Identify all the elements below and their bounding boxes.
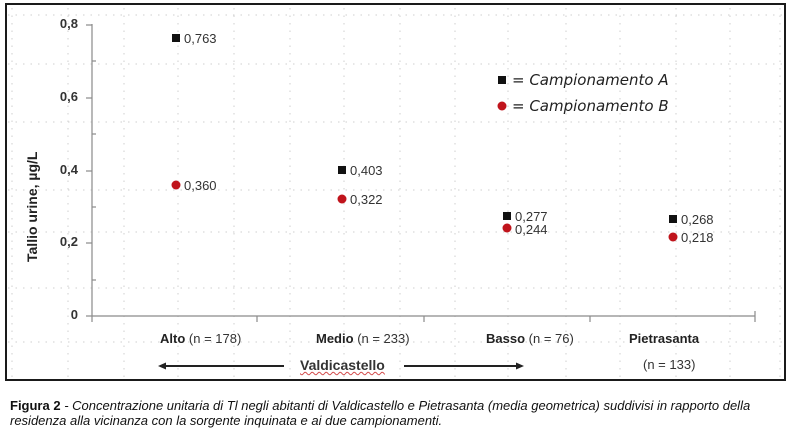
group-label-valdicastello: Valdicastello <box>300 357 385 373</box>
point-a-pietrasanta <box>669 215 677 223</box>
point-b-pietrasanta <box>668 232 678 242</box>
category-basso: Basso (n = 76) <box>486 331 574 346</box>
point-a-medio <box>338 166 346 174</box>
point-a-basso <box>503 212 511 220</box>
caption-figure-number: Figura 2 <box>10 398 61 413</box>
legend-item-b: = Campionamento B <box>512 97 669 115</box>
series-a-markers <box>172 34 677 223</box>
legend-item-a: = Campionamento A <box>512 71 669 89</box>
point-b-medio <box>337 194 347 204</box>
caption-text: - Concentrazione unitaria di Tl negli ab… <box>10 398 751 428</box>
category-alto: Alto (n = 178) <box>160 331 242 346</box>
label-b-alto: 0,360 <box>184 178 217 193</box>
y-tick-0-8: 0,8 <box>59 16 78 31</box>
arrow-right-icon <box>516 362 524 370</box>
label-a-pietrasanta: 0,268 <box>681 212 714 227</box>
axes <box>86 24 756 322</box>
category-pietrasanta: Pietrasanta <box>629 331 700 346</box>
point-a-alto <box>172 34 180 42</box>
point-b-alto <box>171 180 181 190</box>
category-pietrasanta-n: (n = 133) <box>643 357 696 372</box>
point-b-basso <box>502 223 512 233</box>
category-medio: Medio (n = 233) <box>316 331 410 346</box>
y-tick-0-2: 0,2 <box>59 234 78 249</box>
y-axis-label: Tallio urine, µg/L <box>24 151 40 262</box>
label-a-alto: 0,763 <box>184 31 217 46</box>
legend-b-marker <box>497 101 507 111</box>
legend-a-marker <box>498 76 506 84</box>
label-b-pietrasanta: 0,218 <box>681 230 714 245</box>
label-a-basso: 0,277 <box>515 209 548 224</box>
label-b-basso: 0,244 <box>515 222 548 237</box>
label-a-medio: 0,403 <box>350 163 383 178</box>
figure-caption: Figura 2 - Concentrazione unitaria di Tl… <box>10 398 790 428</box>
y-tick-0-4: 0,4 <box>59 162 78 177</box>
arrow-left-icon <box>158 362 166 370</box>
series-b-markers <box>171 180 678 242</box>
gridlines <box>8 8 784 380</box>
chart-frame <box>5 3 786 381</box>
y-tick-0: 0 <box>70 307 78 322</box>
y-tick-0-6: 0,6 <box>59 89 78 104</box>
label-b-medio: 0,322 <box>350 192 383 207</box>
